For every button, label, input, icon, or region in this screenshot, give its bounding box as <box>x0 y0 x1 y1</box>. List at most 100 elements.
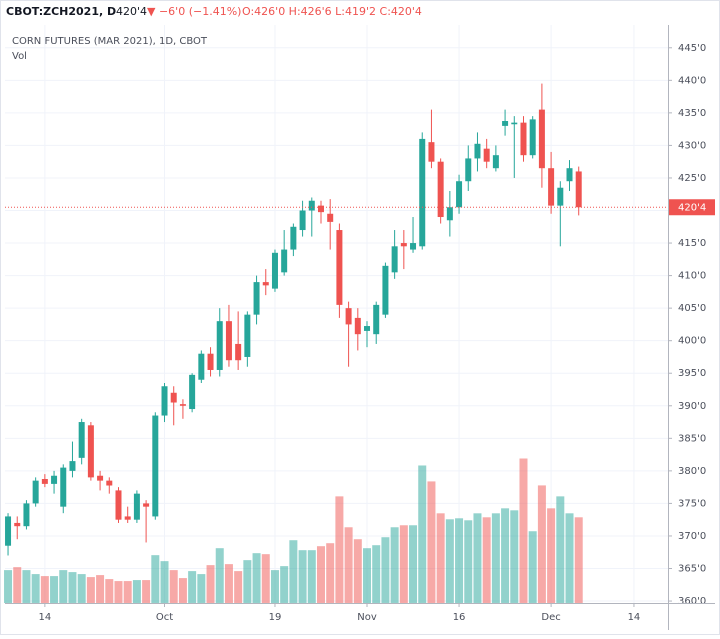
chart-title: CORN FUTURES (MAR 2021), 1D, CBOT <box>12 36 208 47</box>
volume-bar <box>510 510 519 603</box>
x-tick-label: 14 <box>628 612 641 623</box>
x-tick-label: Nov <box>357 612 377 623</box>
volume-bar <box>501 508 510 603</box>
volume-bar <box>491 513 500 603</box>
volume-bar <box>261 554 270 603</box>
change: ▼ −6'0 (−1.41%) <box>147 5 241 18</box>
candle-body <box>60 467 67 507</box>
volume-bar <box>77 574 86 603</box>
volume-bar <box>105 579 114 603</box>
volume-bar <box>178 578 187 603</box>
y-tick-label: 415'0 <box>678 238 706 249</box>
candle-body <box>308 200 315 211</box>
candle-body <box>575 171 582 208</box>
candle-body <box>538 109 545 169</box>
candle-body <box>529 119 536 156</box>
candle-body <box>207 353 214 370</box>
candle-body <box>548 168 555 206</box>
y-tick-label: 405'0 <box>678 303 706 314</box>
symbol: CBOT:ZCH2021, D <box>6 5 116 18</box>
candle-body <box>69 461 76 471</box>
candle-body <box>51 475 58 484</box>
candle-body <box>345 308 352 325</box>
candle-body <box>133 493 140 520</box>
candle-body <box>317 205 324 213</box>
volume-bar <box>59 570 68 603</box>
volume-bar <box>372 545 381 603</box>
x-tick-label: 14 <box>38 612 51 623</box>
candle-body <box>419 138 426 247</box>
x-tick-label: Dec <box>541 612 560 623</box>
candle-body <box>354 317 361 335</box>
candle-body <box>14 522 21 527</box>
volume-bar <box>160 561 169 603</box>
candle-body <box>198 353 205 380</box>
candle-body <box>161 386 168 416</box>
candle-body <box>281 249 288 273</box>
volume-bar <box>31 574 40 603</box>
volume-bar <box>86 577 95 603</box>
candle-body <box>143 503 150 507</box>
candle-body <box>465 158 472 182</box>
volume-bar <box>427 481 436 603</box>
candle-body <box>225 321 232 361</box>
candle-body <box>124 516 131 520</box>
volume-bar <box>13 567 22 603</box>
y-tick-label: 380'0 <box>678 466 706 477</box>
volume-bar <box>519 458 528 603</box>
candle-body <box>299 210 306 231</box>
candle-body <box>152 415 159 517</box>
candle-body <box>566 168 573 182</box>
volume-bar <box>270 570 279 603</box>
y-tick-label: 395'0 <box>678 368 706 379</box>
candle-body <box>235 343 242 361</box>
volume-bar <box>556 496 565 603</box>
y-tick-label: 425'0 <box>678 173 706 184</box>
volume-bar <box>455 518 464 603</box>
volume-bar <box>574 517 583 603</box>
y-tick-label: 440'0 <box>678 75 706 86</box>
candle-body <box>336 230 343 305</box>
volume-bar <box>298 550 307 603</box>
candle-body <box>290 226 297 250</box>
x-tick-label: Oct <box>156 612 173 623</box>
candle-body <box>557 187 564 206</box>
volume-bar <box>289 540 298 603</box>
volume-bar <box>206 565 215 603</box>
volume-bar <box>381 537 390 603</box>
y-tick-label: 400'0 <box>678 336 706 347</box>
candle-body <box>78 422 85 458</box>
candle-body <box>23 503 30 527</box>
candle-body <box>382 265 389 315</box>
candle-body <box>262 282 269 286</box>
candle-body <box>446 207 453 221</box>
volume-bar <box>537 485 546 603</box>
volume-bar <box>464 520 473 603</box>
candle-body <box>32 480 39 504</box>
last-price-box <box>669 199 715 216</box>
volume-bar <box>335 496 344 603</box>
y-tick-label: 375'0 <box>678 498 706 509</box>
volume-bar <box>215 548 224 603</box>
volume-bar <box>188 571 197 603</box>
volume-bar <box>547 508 556 603</box>
candle-body <box>253 282 260 315</box>
candle-body <box>106 480 113 486</box>
volume-bar <box>473 513 482 603</box>
volume-bar <box>68 572 77 603</box>
y-tick-label: 430'0 <box>678 140 706 151</box>
candle-body <box>5 516 12 546</box>
volume-bar <box>151 555 160 603</box>
candle-body <box>115 490 122 520</box>
volume-bar <box>565 513 574 603</box>
candle-body <box>502 121 509 126</box>
y-tick-label: 360'0 <box>678 596 706 607</box>
candle-body <box>271 252 278 289</box>
volume-bar <box>436 513 445 603</box>
last-price-label: 420'4 <box>678 202 706 213</box>
axes: 360'0 365'0 370'0 375'0 380'0 385'0 390'0 395'0… <box>5 43 715 623</box>
x-tick-label: 16 <box>453 612 466 623</box>
volume-bar <box>123 581 132 603</box>
